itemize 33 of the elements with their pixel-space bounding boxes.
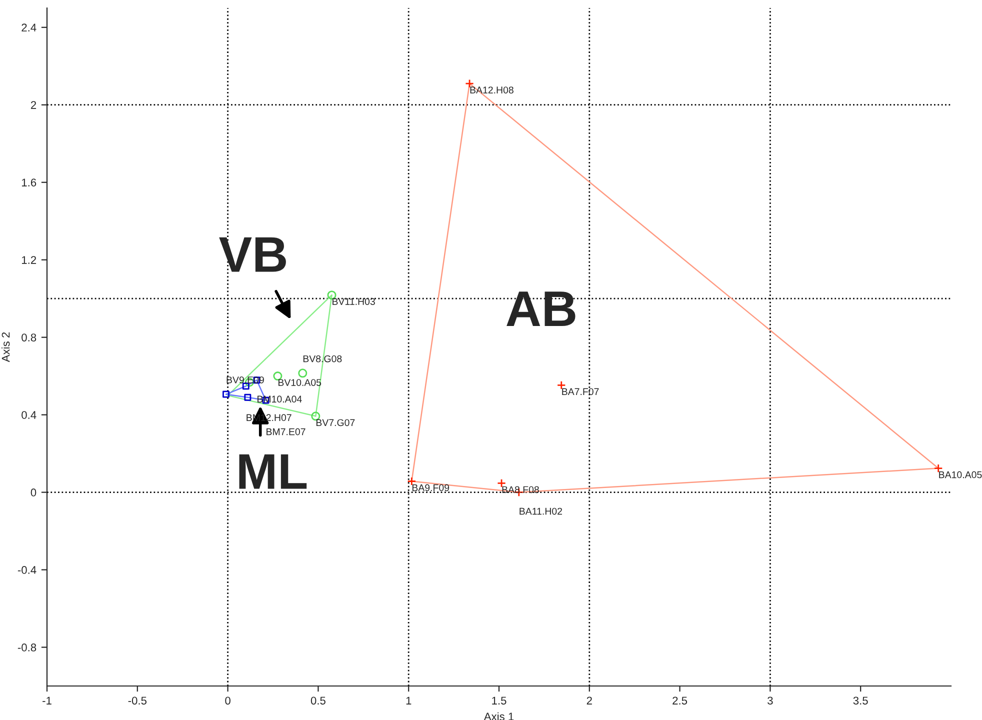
annotation: BM7.E07	[266, 428, 306, 436]
y-tick-label: -0.8	[18, 644, 36, 652]
x-tick-label: 2	[586, 696, 592, 704]
annotation: BA7.F07	[562, 388, 599, 396]
x-tick-label: 3.5	[853, 696, 868, 705]
annotation: BV10.A05	[278, 379, 322, 386]
y-tick-label: -0.4	[18, 566, 36, 574]
x-tick-label: 1.5	[492, 696, 506, 705]
annotation: VB	[219, 237, 286, 272]
y-tick-label: 1.6	[22, 178, 36, 186]
y-axis-title: Axis 2	[2, 332, 10, 362]
x-tick-label: 1	[406, 696, 412, 704]
x-tick-label: -0.5	[128, 696, 147, 705]
x-tick-label: 3	[768, 696, 773, 705]
x-tick-label: 0	[225, 696, 230, 705]
x-tick-label: -1	[42, 696, 52, 704]
annotation: AB	[506, 292, 576, 326]
annotation: BA11.H02	[520, 508, 562, 515]
x-axis-title: Axis 1	[484, 712, 514, 720]
annotation: BA9.F09	[412, 484, 450, 492]
annotation: BV7.G07	[316, 419, 355, 426]
y-tick-label: 0.4	[22, 411, 36, 419]
annotation: BA10.A05	[939, 471, 982, 478]
y-tick-label: 0.8	[22, 334, 36, 342]
y-tick-label: 1.2	[22, 256, 36, 264]
annotation: BV8.G08	[303, 355, 342, 362]
y-tick-label: 2.4	[22, 24, 36, 32]
x-tick-label: 0.5	[310, 696, 326, 705]
x-tick-label: 2.5	[672, 696, 688, 705]
annotation: BV11.H03	[332, 298, 375, 306]
y-tick-label: 2	[30, 101, 36, 109]
annotation: ML	[239, 454, 307, 489]
y-tick-label: 0	[30, 488, 36, 496]
